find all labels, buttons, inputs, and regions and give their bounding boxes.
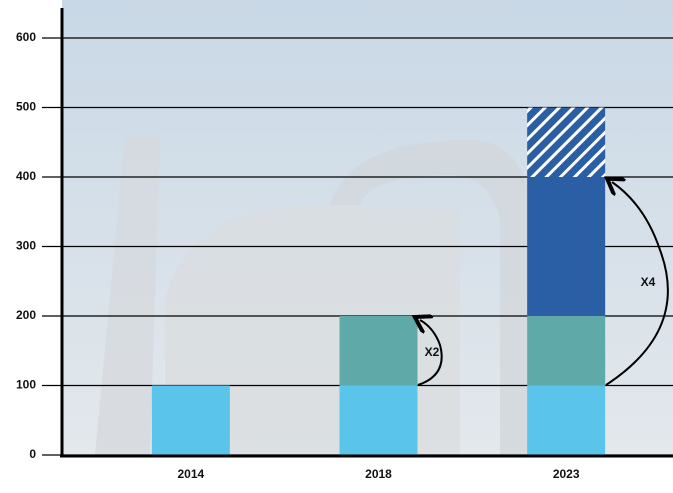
y-tick-label: 0 xyxy=(29,447,36,461)
bar-segment xyxy=(339,385,418,455)
y-tick-label: 300 xyxy=(16,239,36,253)
pipe xyxy=(330,140,530,455)
bar-segment xyxy=(527,316,606,386)
x-tick-label: 2014 xyxy=(177,467,204,481)
arrow-x2 xyxy=(418,320,443,386)
y-tick-label: 400 xyxy=(16,169,36,183)
bar-segment xyxy=(151,385,230,455)
bar-segment xyxy=(527,177,606,316)
x-tick-label: 2018 xyxy=(365,467,392,481)
y-tick-label: 500 xyxy=(16,100,36,114)
x-tick-label: 2023 xyxy=(553,467,580,481)
annotation: X2 xyxy=(425,345,440,359)
bar-segment xyxy=(527,385,606,455)
bar-segment xyxy=(339,316,418,386)
chimney xyxy=(95,135,160,455)
y-tick-label: 600 xyxy=(16,30,36,44)
y-tick-label: 200 xyxy=(16,308,36,322)
bar-segment xyxy=(527,107,606,177)
arrow-x4 xyxy=(606,182,669,386)
y-tick-label: 100 xyxy=(16,378,36,392)
annotation: X4 xyxy=(641,275,656,289)
